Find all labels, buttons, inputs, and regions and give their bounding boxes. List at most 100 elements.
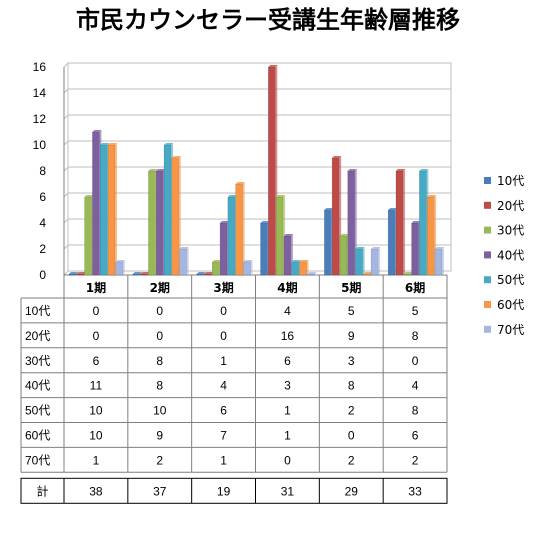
table-cell: 5 — [412, 304, 419, 318]
bar-40代-5期 — [347, 170, 355, 276]
table-cell: 10 — [89, 429, 103, 443]
table-cell: 8 — [348, 379, 355, 393]
x-category-label: 1期 — [86, 280, 106, 295]
bar-30代-4期 — [275, 196, 284, 276]
y-tick-label: 8 — [39, 164, 46, 178]
y-tick-label: 12 — [33, 112, 47, 126]
bar-40代-6期 — [411, 222, 419, 276]
bar-top — [276, 195, 286, 197]
gridline-side — [63, 218, 69, 224]
bar-top — [76, 272, 86, 274]
table-cell: 6 — [412, 429, 419, 443]
y-tick-label: 6 — [39, 190, 46, 204]
bar-top — [148, 169, 158, 171]
bar-top — [363, 272, 373, 274]
table-cell: 2 — [156, 453, 163, 467]
bar-top — [108, 143, 118, 145]
bar-top — [411, 221, 421, 223]
table-cell: 4 — [220, 379, 227, 393]
bar-20代-3期 — [204, 273, 212, 276]
table-cell: 6 — [284, 354, 291, 368]
bar-60代-2期 — [171, 157, 180, 276]
y-tick-label: 4 — [39, 216, 46, 230]
bar-40代-4期 — [283, 235, 292, 276]
legend-swatch-40代 — [484, 251, 491, 259]
bar-top — [84, 195, 94, 197]
gridline-side — [63, 244, 69, 250]
bar-top — [132, 272, 142, 274]
bar-70代-6期 — [434, 248, 443, 276]
table-cell: 0 — [220, 329, 227, 343]
x-category-label: 4期 — [277, 280, 297, 295]
bar-top — [115, 260, 125, 262]
gridline-side — [63, 88, 69, 94]
table-row-label: 60代 — [25, 429, 50, 443]
bar-70代-4期 — [307, 273, 315, 276]
bar-10代-1期 — [68, 273, 77, 276]
table-cell: 10 — [153, 404, 167, 418]
table-cell: 1 — [93, 453, 100, 467]
bar-10代-6期 — [387, 209, 396, 276]
bar-top — [355, 247, 365, 249]
bar-top — [299, 260, 309, 262]
bar-20代-6期 — [395, 170, 404, 276]
bar-top — [371, 247, 381, 249]
bar-top — [403, 272, 413, 274]
totals-cell: 31 — [281, 484, 295, 498]
bar-top — [339, 234, 349, 236]
gridline-side — [63, 270, 69, 276]
bar-top — [235, 182, 245, 184]
table-cell: 1 — [284, 404, 291, 418]
table-cell: 0 — [156, 304, 163, 318]
bar-side — [139, 272, 142, 275]
table-cell: 0 — [93, 329, 100, 343]
legend-label: 60代 — [497, 298, 524, 312]
table-cell: 1 — [220, 354, 227, 368]
table-row-label: 40代 — [25, 379, 50, 393]
bar-side — [178, 156, 181, 275]
bar-10代-5期 — [324, 209, 332, 276]
bar-side — [122, 260, 125, 275]
bar-70代-5期 — [370, 248, 379, 276]
table-row-label: 20代 — [25, 329, 50, 343]
table-cell: 8 — [412, 329, 419, 343]
legend-swatch-30代 — [484, 226, 491, 234]
table-cell: 1 — [284, 429, 291, 443]
bar-60代-6期 — [426, 196, 435, 276]
bar-top — [204, 272, 214, 274]
bar-70代-1期 — [115, 261, 124, 276]
bar-20代-5期 — [331, 157, 340, 276]
bar-top — [100, 143, 110, 145]
totals-cell: 37 — [153, 484, 167, 498]
bar-top — [419, 169, 429, 171]
x-category-label: 3期 — [213, 280, 233, 295]
totals-cell: 38 — [89, 484, 103, 498]
bar-10代-2期 — [132, 273, 141, 276]
bar-50代-1期 — [99, 144, 108, 276]
table-cell: 4 — [412, 379, 419, 393]
legend-swatch-70代 — [484, 325, 491, 333]
bar-60代-4期 — [299, 261, 307, 276]
bar-side — [314, 272, 317, 275]
bar-top — [196, 272, 206, 274]
table-cell: 11 — [90, 379, 103, 393]
gridline-side — [63, 166, 69, 172]
bar-top — [69, 272, 79, 274]
legend-label: 70代 — [497, 323, 524, 337]
bar-top — [332, 156, 342, 158]
totals-cell: 33 — [408, 484, 422, 498]
bar-60代-3期 — [235, 183, 243, 276]
gridline-side — [63, 62, 69, 68]
bar-60代-1期 — [107, 144, 116, 276]
legend-swatch-60代 — [484, 301, 491, 308]
totals-label: 計 — [36, 483, 48, 498]
bar-50代-4期 — [291, 261, 299, 276]
bar-30代-3期 — [212, 261, 220, 276]
legend-label: 20代 — [497, 199, 524, 213]
bar-top — [243, 260, 253, 262]
bar-50代-5期 — [355, 248, 363, 276]
bar-20代-2期 — [140, 273, 148, 276]
table-cell: 9 — [156, 429, 163, 443]
bar-side — [115, 143, 118, 275]
